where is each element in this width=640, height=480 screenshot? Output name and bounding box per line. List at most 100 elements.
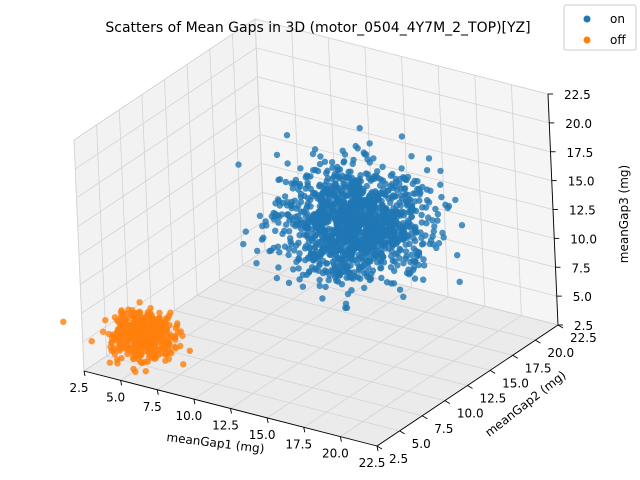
point-on-cloud-177 [434, 217, 441, 224]
point-on-cloud-1171 [380, 204, 388, 211]
point-off-cloud-296 [167, 309, 174, 316]
point-on-cloud-1356 [369, 204, 376, 212]
point-on-cloud-989 [296, 183, 304, 190]
point-on-cloud-990 [379, 177, 387, 184]
point-off-cloud-517 [141, 358, 149, 365]
point-on-cloud-1173 [403, 253, 410, 260]
point-on-cloud-95 [361, 284, 368, 292]
z-tick-label-5: 15.0 [568, 175, 595, 189]
point-on-cloud-1068 [410, 190, 417, 197]
point-on-cloud-978 [295, 202, 302, 209]
point-on-cloud-385 [396, 255, 403, 262]
x-tick-label-2: 7.5 [143, 400, 162, 414]
x-tick-6 [303, 427, 306, 433]
point-on-cloud-1355 [408, 202, 416, 210]
point-on-cloud-1378 [336, 272, 344, 279]
x-tick-label-0: 2.5 [69, 381, 88, 395]
point-off-cloud-525 [118, 345, 126, 352]
point-on-cloud-1375 [347, 201, 354, 208]
point-on-cloud-1059 [367, 177, 375, 184]
point-on-cloud-884 [370, 155, 377, 162]
point-on-cloud-1322 [300, 208, 307, 215]
point-on-cloud-1379 [347, 235, 354, 242]
point-on-cloud-1115 [439, 229, 446, 237]
point-on-cloud-1327 [423, 220, 430, 227]
point-off-cloud-544 [163, 332, 171, 339]
point-off-cloud-356 [173, 322, 181, 330]
point-on-cloud-1387 [340, 192, 348, 199]
point-on-cloud-725 [378, 274, 385, 282]
point-off-cloud-341 [174, 329, 182, 336]
legend: on off [563, 4, 637, 51]
point-on-cloud-1213 [456, 278, 463, 285]
point-on-cloud-1395 [303, 222, 311, 229]
point-on-cloud-1321 [416, 197, 423, 204]
point-on-cloud-1396 [341, 262, 348, 269]
point-on-cloud-1280 [316, 183, 323, 190]
point-on-cloud-1127 [318, 191, 325, 198]
point-on-cloud-659 [425, 199, 433, 206]
point-on-cloud-1365 [337, 222, 344, 229]
point-off-6 [125, 325, 132, 332]
point-on-cloud-48 [321, 158, 329, 165]
point-on-cloud-1348 [367, 270, 375, 278]
point-off-cloud-541 [124, 342, 131, 349]
y-tick-3 [444, 400, 451, 405]
point-on-cloud-1282 [339, 147, 346, 154]
point-on-cloud-1316 [397, 175, 404, 183]
point-on-1 [408, 153, 415, 160]
point-on-cloud-1399 [308, 218, 315, 225]
point-on-cloud-1371 [354, 145, 361, 152]
z-tick-label-4: 12.5 [569, 204, 596, 218]
point-on-cloud-1271 [296, 250, 303, 257]
x-tick-label-7: 20.0 [322, 447, 349, 461]
point-on-cloud-1345 [329, 164, 336, 171]
point-on-cloud-1255 [409, 180, 416, 188]
point-off-cloud-361 [102, 317, 109, 324]
point-off-3 [156, 309, 163, 316]
y-tick-label-2: 7.5 [434, 422, 453, 436]
point-on-8 [307, 173, 314, 180]
point-on-cloud-1262 [325, 276, 332, 284]
point-on-cloud-614 [349, 275, 357, 282]
point-on-cloud-977 [284, 160, 291, 167]
legend-label-on: on [610, 12, 625, 26]
point-on-cloud-980 [405, 271, 413, 278]
point-on-cloud-1386 [364, 228, 371, 235]
point-off-cloud-508 [136, 299, 143, 306]
y-tick-7 [535, 339, 541, 344]
point-on-13 [350, 212, 357, 219]
point-on-cloud-1217 [297, 165, 304, 172]
point-on-cloud-937 [311, 190, 318, 198]
point-on-cloud-1250 [366, 250, 374, 257]
point-on-7 [342, 300, 350, 307]
point-on-4 [285, 279, 293, 286]
point-on-cloud-1281 [359, 263, 366, 270]
point-on-cloud-1257 [287, 235, 294, 242]
point-on-cloud-1331 [334, 254, 341, 262]
x-tick-label-5: 15.0 [249, 428, 276, 442]
point-on-cloud-1344 [327, 203, 334, 211]
y-tick-label-4: 12.5 [480, 392, 507, 406]
point-on-cloud-1150 [310, 230, 317, 238]
point-on-cloud-993 [383, 279, 391, 286]
point-on-cloud-1064 [288, 241, 295, 248]
point-on-cloud-764 [309, 237, 316, 245]
point-on-cloud-1391 [387, 217, 394, 224]
point-on-cloud-1229 [385, 187, 392, 194]
point-on-cloud-953 [398, 133, 406, 140]
y-tick-label-3: 10.0 [457, 407, 484, 421]
point-on-cloud-868 [290, 266, 297, 273]
point-off-cloud-547 [139, 340, 146, 347]
point-on-cloud-1357 [342, 242, 350, 249]
x-tick-label-4: 12.5 [212, 419, 239, 433]
point-on-cloud-1277 [303, 232, 311, 239]
point-on-cloud-1353 [378, 230, 385, 237]
point-on-cloud-1249 [302, 243, 310, 250]
point-on-cloud-895 [403, 176, 410, 183]
point-on-cloud-1138 [314, 167, 322, 175]
y-tick-6 [512, 354, 518, 359]
point-on-cloud-116 [402, 248, 410, 255]
point-on-cloud-1279 [435, 240, 443, 247]
point-on-cloud-1045 [410, 266, 417, 273]
